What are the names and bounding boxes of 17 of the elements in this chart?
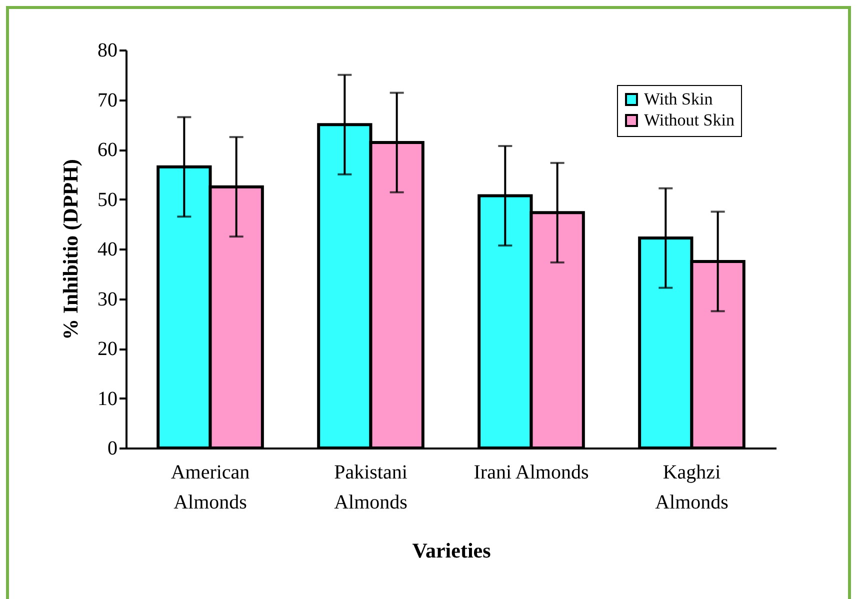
legend-label: Without Skin bbox=[644, 110, 735, 130]
legend-label: With Skin bbox=[644, 90, 714, 108]
x-tick-label: Pakistani Almonds bbox=[334, 462, 408, 514]
y-axis-title: % Inhibitio (DPPH) bbox=[58, 159, 82, 340]
y-tick-label: 70 bbox=[98, 89, 118, 112]
x-tick-label: Irani Almonds bbox=[474, 462, 589, 484]
y-tick-label: 50 bbox=[98, 188, 118, 211]
x-tick-label: Kaghzi Almonds bbox=[655, 462, 729, 514]
y-tick-label: 0 bbox=[108, 438, 118, 460]
y-tick-label: 60 bbox=[98, 139, 118, 161]
y-tick-label: 30 bbox=[98, 288, 118, 310]
x-tick-label: American Almonds bbox=[170, 462, 250, 514]
y-tick-label: 20 bbox=[98, 338, 118, 360]
y-tick-label: 10 bbox=[98, 388, 118, 410]
y-tick-label: 40 bbox=[98, 238, 118, 260]
x-axis-title: Varieties bbox=[412, 538, 491, 562]
y-tick-label: 80 bbox=[98, 40, 118, 62]
